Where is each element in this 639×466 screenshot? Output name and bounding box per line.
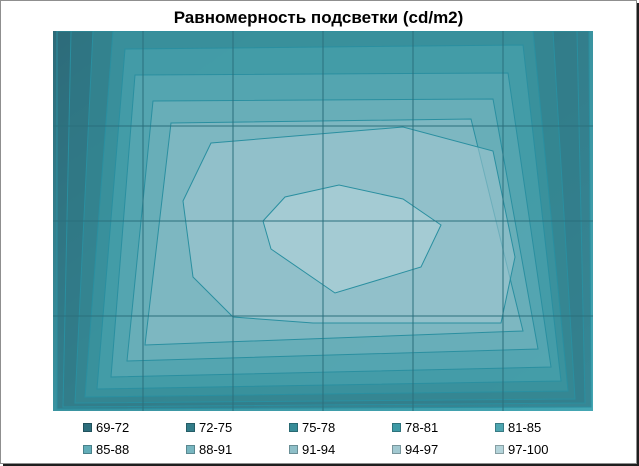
legend-label: 97-100 [508, 442, 549, 457]
legend-swatch [392, 445, 401, 454]
legend-label: 78-81 [405, 420, 439, 435]
plot-area [53, 31, 593, 411]
legend-label: 85-88 [96, 442, 130, 457]
legend-item-88-91: 88-91 [186, 442, 232, 457]
legend-swatch [83, 445, 92, 454]
legend-label: 72-75 [199, 420, 233, 435]
legend-item-97-100: 97-100 [495, 442, 548, 457]
chart-title: Равномерность подсветки (cd/m2) [173, 8, 464, 27]
legend-item-69-72: 69-72 [83, 420, 129, 435]
legend-item-85-88: 85-88 [83, 442, 129, 457]
legend-item-81-85: 81-85 [495, 420, 541, 435]
legend-item-91-94: 91-94 [289, 442, 335, 457]
legend-item-78-81: 78-81 [392, 420, 438, 435]
legend-swatch [289, 423, 298, 432]
legend-swatch [495, 423, 504, 432]
legend-item-72-75: 72-75 [186, 420, 232, 435]
legend-swatch [392, 423, 401, 432]
legend-label: 94-97 [405, 442, 439, 457]
legend-label: 75-78 [302, 420, 336, 435]
legend-label: 81-85 [508, 420, 542, 435]
legend-item-75-78: 75-78 [289, 420, 335, 435]
legend-label: 91-94 [302, 442, 336, 457]
legend-swatch [186, 423, 195, 432]
legend-label: 69-72 [96, 420, 130, 435]
contour-band-97-100 [262, 184, 442, 294]
legend-item-94-97: 94-97 [392, 442, 438, 457]
legend-swatch [83, 423, 92, 432]
legend-swatch [289, 445, 298, 454]
legend: 69-72 72-75 75-78 78-81 81-85 85-88 88-91 91-94… [83, 420, 603, 460]
legend-swatch [495, 445, 504, 454]
legend-label: 88-91 [199, 442, 233, 457]
legend-swatch [186, 445, 195, 454]
